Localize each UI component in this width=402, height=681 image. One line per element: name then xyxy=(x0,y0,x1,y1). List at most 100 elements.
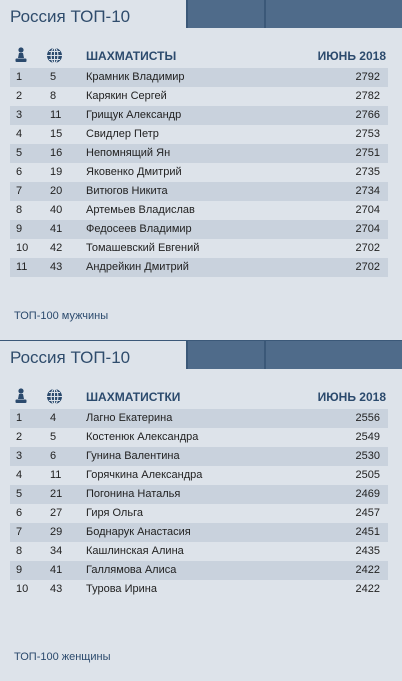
world-rank-cell: 6 xyxy=(50,450,57,462)
rank-cell: 2 xyxy=(16,90,23,102)
header-cell xyxy=(266,0,402,28)
tab-russia-top10-women[interactable]: Россия ТОП-10 xyxy=(0,341,186,375)
rank-cell: 3 xyxy=(16,109,23,121)
table-row[interactable]: 1 4 Лагно Екатерина 2556 xyxy=(10,409,388,428)
header-cell xyxy=(188,0,264,28)
table-row[interactable]: 8 34 Кашлинская Алина 2435 xyxy=(10,542,388,561)
top100-men-link[interactable]: ТОП-100 мужчины xyxy=(14,310,109,322)
table-row[interactable]: 5 21 Погонина Наталья 2469 xyxy=(10,485,388,504)
rank-cell: 2 xyxy=(16,431,23,443)
player-name-link[interactable]: Костенюк Александра xyxy=(86,431,199,443)
table-row[interactable]: 2 5 Костенюк Александра 2549 xyxy=(10,428,388,447)
rating-cell: 2422 xyxy=(355,564,380,576)
rank-cell: 7 xyxy=(16,526,23,538)
world-rank-cell: 20 xyxy=(50,185,63,197)
column-label-players: ШАХМАТИСТЫ xyxy=(86,49,177,63)
rank-cell: 7 xyxy=(16,185,23,197)
rank-cell: 10 xyxy=(16,242,29,254)
rank-cell: 5 xyxy=(16,488,23,500)
world-rank-cell: 21 xyxy=(50,488,63,500)
world-rank-cell: 11 xyxy=(50,109,62,121)
table-row[interactable]: 8 40 Артемьев Владислав 2704 xyxy=(10,201,388,220)
rating-cell: 2505 xyxy=(355,469,380,481)
table-row[interactable]: 3 11 Грищук Александр 2766 xyxy=(10,106,388,125)
table-row[interactable]: 4 11 Горячкина Александра 2505 xyxy=(10,466,388,485)
player-name-link[interactable]: Гиря Ольга xyxy=(86,507,143,519)
table-row[interactable]: 11 43 Андрейкин Дмитрий 2702 xyxy=(10,258,388,277)
world-rank-cell: 19 xyxy=(50,166,63,178)
world-rank-cell: 29 xyxy=(50,526,63,538)
ranking-list: 1 4 Лагно Екатерина 2556 2 5 Костенюк Александ… xyxy=(10,409,388,599)
rank-cell: 6 xyxy=(16,166,23,178)
player-name-link[interactable]: Крамник Владимир xyxy=(86,71,185,83)
table-header: ШАХМАТИСТКИ ИЮНЬ 2018 xyxy=(0,385,402,409)
world-rank-cell: 42 xyxy=(50,242,63,254)
player-name-link[interactable]: Лагно Екатерина xyxy=(86,412,173,424)
player-name-link[interactable]: Томашевский Евгений xyxy=(86,242,200,254)
men-ranking-panel: Россия ТОП-10 ШАХМАТИСТЫ ИЮНЬ 2018 1 5 Кра… xyxy=(0,0,402,340)
player-name-link[interactable]: Андрейкин Дмитрий xyxy=(86,261,189,273)
rank-cell: 1 xyxy=(16,412,23,424)
world-rank-cell: 8 xyxy=(50,90,57,102)
table-row[interactable]: 3 6 Гунина Валентина 2530 xyxy=(10,447,388,466)
table-row[interactable]: 1 5 Крамник Владимир 2792 xyxy=(10,68,388,87)
player-name-link[interactable]: Яковенко Дмитрий xyxy=(86,166,182,178)
player-name-link[interactable]: Погонина Наталья xyxy=(86,488,181,500)
world-rank-cell: 5 xyxy=(50,431,57,443)
table-row[interactable]: 9 41 Федосеев Владимир 2704 xyxy=(10,220,388,239)
rating-cell: 2704 xyxy=(355,204,380,216)
player-name-link[interactable]: Федосеев Владимир xyxy=(86,223,192,235)
world-rank-cell: 43 xyxy=(50,261,63,273)
world-rank-cell: 43 xyxy=(50,583,63,595)
rating-cell: 2530 xyxy=(355,450,380,462)
world-rank-cell: 34 xyxy=(50,545,63,557)
world-rank-cell: 4 xyxy=(50,412,57,424)
world-rank-cell: 11 xyxy=(50,469,62,481)
rank-cell: 3 xyxy=(16,450,23,462)
player-name-link[interactable]: Грищук Александр xyxy=(86,109,182,121)
rating-cell: 2766 xyxy=(355,109,380,121)
header-cell xyxy=(266,341,402,369)
table-row[interactable]: 10 42 Томашевский Евгений 2702 xyxy=(10,239,388,258)
table-row[interactable]: 10 43 Турова Ирина 2422 xyxy=(10,580,388,599)
world-rank-cell: 16 xyxy=(50,147,63,159)
chess-pawn-icon xyxy=(14,47,28,68)
player-name-link[interactable]: Кашлинская Алина xyxy=(86,545,184,557)
world-rank-cell: 5 xyxy=(50,71,57,83)
table-row[interactable]: 7 29 Боднарук Анастасия 2451 xyxy=(10,523,388,542)
table-row[interactable]: 5 16 Непомнящий Ян 2751 xyxy=(10,144,388,163)
rating-cell: 2435 xyxy=(355,545,380,557)
rating-cell: 2451 xyxy=(355,526,380,538)
table-row[interactable]: 6 19 Яковенко Дмитрий 2735 xyxy=(10,163,388,182)
player-name-link[interactable]: Непомнящий Ян xyxy=(86,147,171,159)
table-row[interactable]: 4 15 Свидлер Петр 2753 xyxy=(10,125,388,144)
rank-cell: 9 xyxy=(16,223,23,235)
rating-cell: 2549 xyxy=(355,431,380,443)
table-row[interactable]: 6 27 Гиря Ольга 2457 xyxy=(10,504,388,523)
player-name-link[interactable]: Галлямова Алиса xyxy=(86,564,177,576)
rank-cell: 6 xyxy=(16,507,23,519)
table-row[interactable]: 7 20 Витюгов Никита 2734 xyxy=(10,182,388,201)
rating-cell: 2735 xyxy=(355,166,380,178)
player-name-link[interactable]: Артемьев Владислав xyxy=(86,204,195,216)
player-name-link[interactable]: Свидлер Петр xyxy=(86,128,159,140)
globe-icon xyxy=(46,388,63,410)
rating-cell: 2556 xyxy=(355,412,380,424)
player-name-link[interactable]: Гунина Валентина xyxy=(86,450,180,462)
table-row[interactable]: 2 8 Карякин Сергей 2782 xyxy=(10,87,388,106)
player-name-link[interactable]: Турова Ирина xyxy=(86,583,157,595)
rank-cell: 10 xyxy=(16,583,29,595)
table-row[interactable]: 9 41 Галлямова Алиса 2422 xyxy=(10,561,388,580)
rank-cell: 8 xyxy=(16,545,23,557)
rank-cell: 8 xyxy=(16,204,23,216)
top100-women-link[interactable]: ТОП-100 женщины xyxy=(14,651,111,663)
header-cell xyxy=(188,341,264,369)
rating-cell: 2753 xyxy=(355,128,380,140)
rating-cell: 2782 xyxy=(355,90,380,102)
player-name-link[interactable]: Витюгов Никита xyxy=(86,185,168,197)
player-name-link[interactable]: Боднарук Анастасия xyxy=(86,526,191,538)
player-name-link[interactable]: Карякин Сергей xyxy=(86,90,167,102)
rank-cell: 4 xyxy=(16,128,23,140)
player-name-link[interactable]: Горячкина Александра xyxy=(86,469,203,481)
tab-russia-top10-men[interactable]: Россия ТОП-10 xyxy=(0,0,186,34)
